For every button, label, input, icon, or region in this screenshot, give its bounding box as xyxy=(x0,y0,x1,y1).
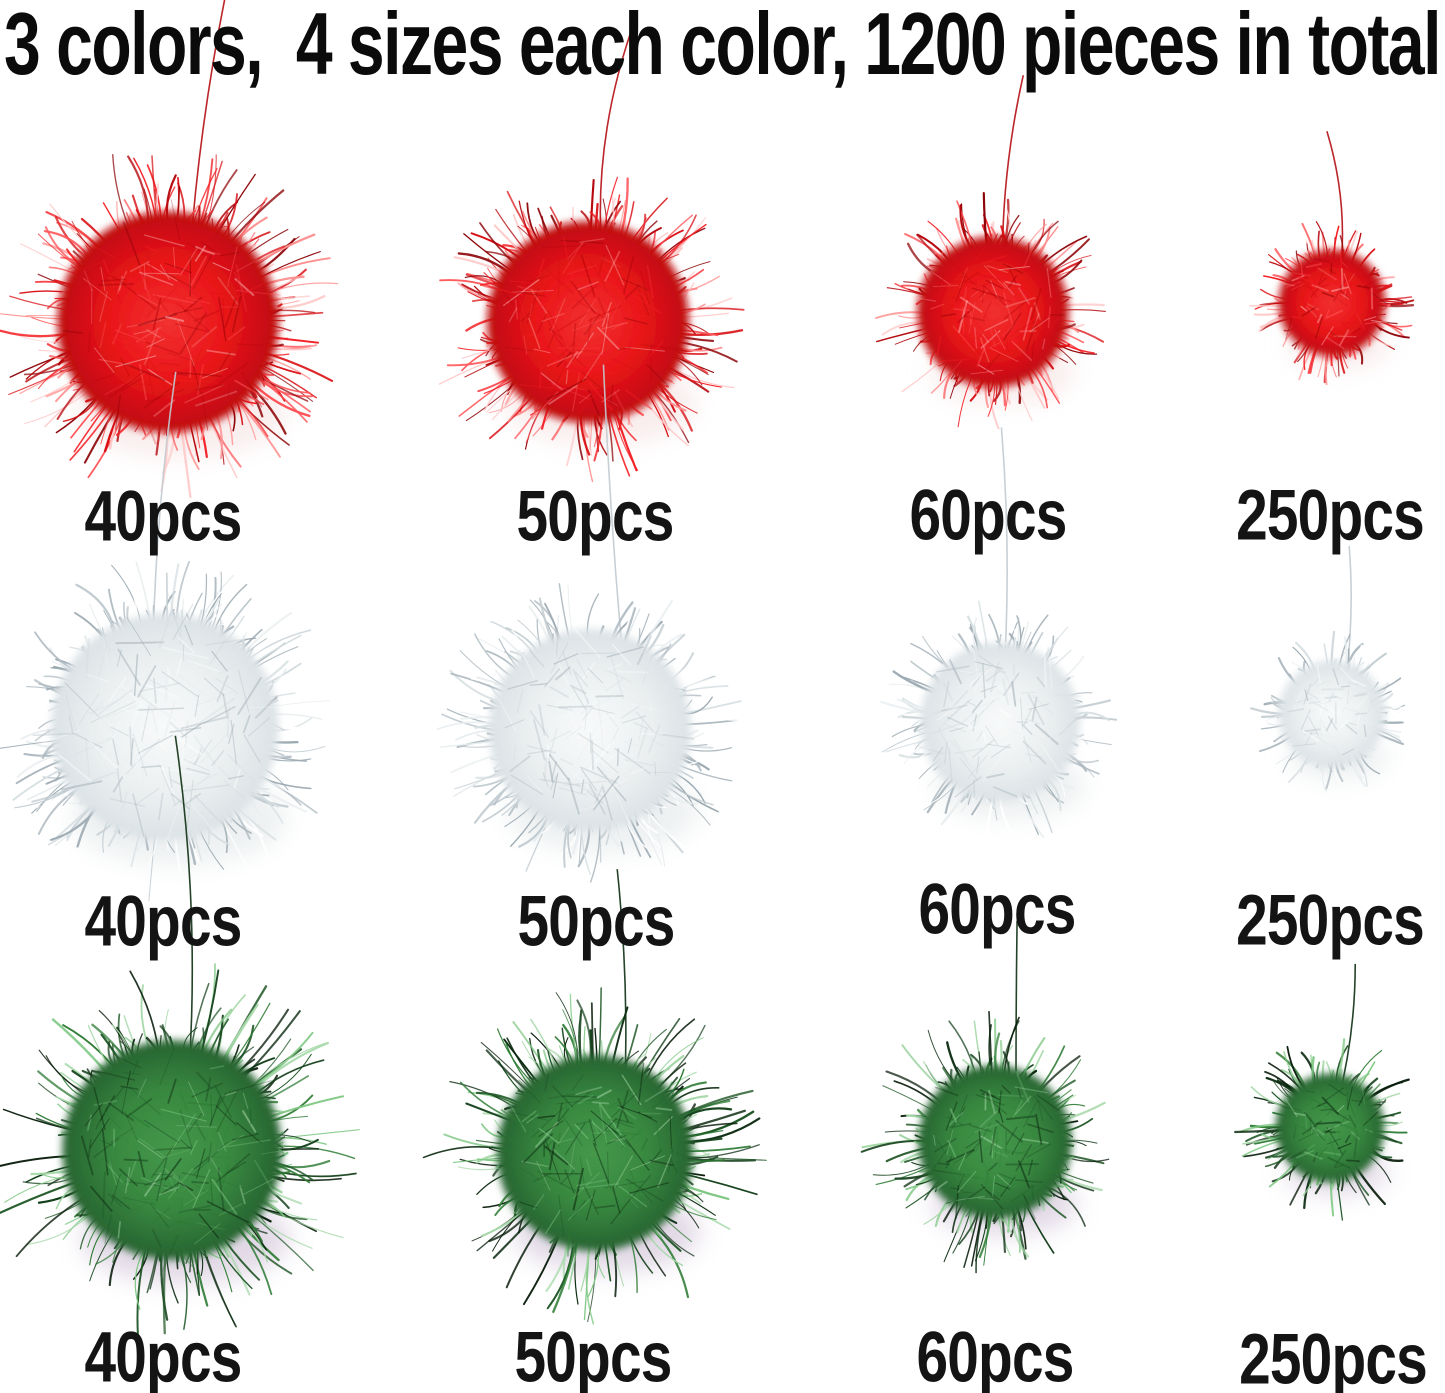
pompom-body xyxy=(497,1055,693,1251)
pompom-red-40pcs xyxy=(0,0,339,499)
pompom-green-60pcs xyxy=(860,920,1110,1274)
body-texture xyxy=(490,1058,707,1257)
body-texture xyxy=(911,227,1066,377)
body-texture xyxy=(918,1070,1076,1220)
pompom-body xyxy=(918,1065,1072,1219)
pompom-body xyxy=(487,221,689,423)
body-texture xyxy=(1284,1069,1379,1169)
pompom-white-40pcs xyxy=(0,371,338,902)
pompom-body xyxy=(1278,660,1386,768)
body-texture xyxy=(482,237,684,428)
body-texture xyxy=(1281,249,1388,351)
body-texture xyxy=(80,1048,301,1276)
pompom-white-50pcs xyxy=(436,364,743,883)
pompom-green-40pcs xyxy=(0,735,360,1336)
pompom-body xyxy=(489,629,691,831)
pompom-body xyxy=(917,236,1069,388)
pompom-white-60pcs xyxy=(879,427,1118,838)
body-texture xyxy=(498,615,695,825)
pompom-red-60pcs xyxy=(875,75,1106,430)
pompom-green-250pcs xyxy=(1234,963,1410,1221)
body-texture xyxy=(1274,664,1386,766)
body-texture xyxy=(913,647,1088,799)
body-texture xyxy=(32,591,279,841)
pompom-body xyxy=(51,613,279,841)
pompom-body xyxy=(57,211,279,433)
pompom-red-50pcs xyxy=(438,13,745,483)
body-texture xyxy=(62,199,281,445)
pompom-body xyxy=(920,642,1080,802)
pompom-red-250pcs xyxy=(1249,131,1415,386)
pompom-body xyxy=(1275,1073,1385,1183)
pompom-white-250pcs xyxy=(1250,545,1415,793)
pompom-green-50pcs xyxy=(422,869,767,1325)
